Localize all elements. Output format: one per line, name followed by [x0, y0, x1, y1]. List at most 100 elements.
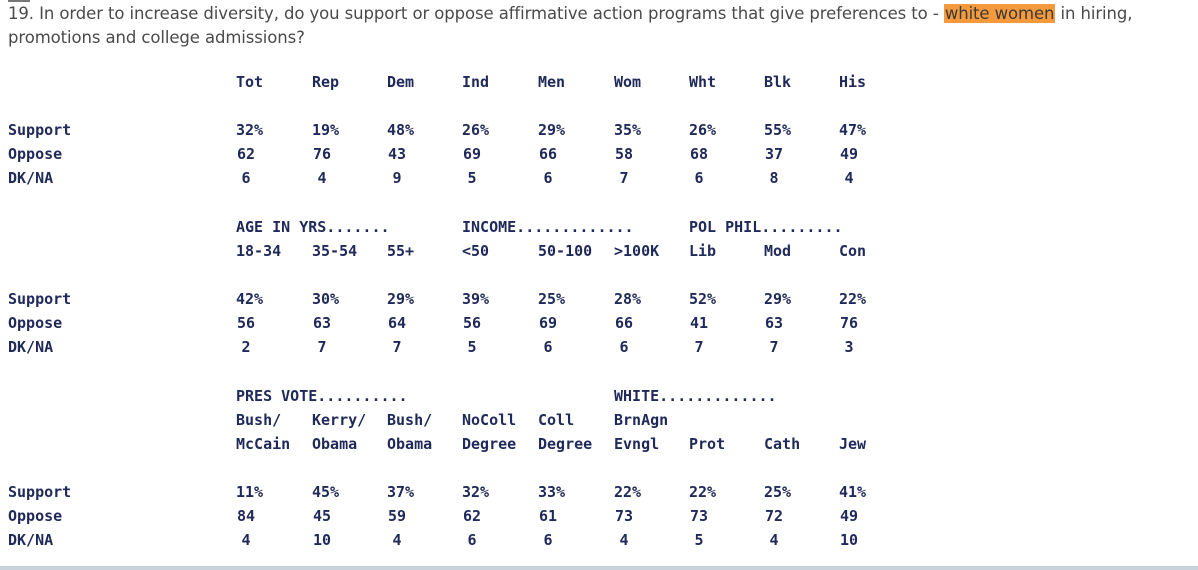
- table-cell: 76: [839, 314, 859, 332]
- table-cell: 45: [312, 507, 332, 525]
- column-header: Ind: [462, 73, 490, 91]
- column-header: Wom: [614, 73, 642, 91]
- table-cell: 37: [764, 145, 784, 163]
- table-cell: 73: [689, 507, 709, 525]
- table-cell: 7: [392, 338, 402, 356]
- table-cell: 6: [467, 531, 477, 549]
- table-cell: 42%: [236, 290, 264, 308]
- row-label: Oppose: [8, 314, 63, 332]
- table-cell: 66: [538, 145, 558, 163]
- column-header: Men: [538, 73, 566, 91]
- table-cell: 9: [392, 169, 402, 187]
- column-header: Evngl: [614, 435, 660, 453]
- column-header: NoColl: [462, 411, 517, 429]
- table-cell: 61: [538, 507, 558, 525]
- table-cell: 26%: [689, 121, 717, 139]
- table-cell: 29%: [538, 121, 566, 139]
- table-cell: 5: [694, 531, 704, 549]
- column-header: Bush/: [387, 411, 433, 429]
- table-cell: 19%: [312, 121, 340, 139]
- table-cell: 6: [241, 169, 251, 187]
- column-header: Tot: [236, 73, 264, 91]
- table-cell: 73: [614, 507, 634, 525]
- group-header: WHITE.............: [614, 387, 777, 405]
- column-header: 35-54: [312, 242, 358, 260]
- table-cell: 28%: [614, 290, 642, 308]
- top-divider: [8, 0, 30, 2]
- table-cell: 26%: [462, 121, 490, 139]
- question-body-end: in hiring, promotions and college admiss…: [8, 4, 1133, 47]
- row-label: DK/NA: [8, 531, 54, 549]
- row-label: Support: [8, 483, 72, 501]
- question-text: 19. In order to increase diversity, do y…: [8, 2, 1194, 50]
- table-cell: 39%: [462, 290, 490, 308]
- table-cell: 22%: [689, 483, 717, 501]
- highlighted-phrase: white women: [943, 4, 1056, 23]
- table-cell: 47%: [839, 121, 867, 139]
- table-cell: 63: [312, 314, 332, 332]
- table-cell: 64: [387, 314, 407, 332]
- table-cell: 29%: [764, 290, 792, 308]
- table-cell: 4: [619, 531, 629, 549]
- table-cell: 33%: [538, 483, 566, 501]
- row-label: DK/NA: [8, 338, 54, 356]
- table-cell: 58: [614, 145, 634, 163]
- row-label: Oppose: [8, 145, 63, 163]
- table-cell: 6: [543, 338, 553, 356]
- column-header: Prot: [689, 435, 726, 453]
- table-cell: 29%: [387, 290, 415, 308]
- column-header: Blk: [764, 73, 792, 91]
- table-cell: 69: [538, 314, 558, 332]
- column-header: BrnAgn: [614, 411, 669, 429]
- group-header: PRES VOTE..........: [236, 387, 408, 405]
- table-cell: 30%: [312, 290, 340, 308]
- column-header: Con: [839, 242, 867, 260]
- table-cell: 5: [467, 169, 477, 187]
- question-number: 19.: [8, 4, 34, 23]
- table-cell: 84: [236, 507, 256, 525]
- table-cell: 41%: [839, 483, 867, 501]
- table-cell: 6: [694, 169, 704, 187]
- table-cell: 32%: [236, 121, 264, 139]
- column-header: McCain: [236, 435, 291, 453]
- row-label: DK/NA: [8, 169, 54, 187]
- table-cell: 6: [543, 169, 553, 187]
- table-cell: 52%: [689, 290, 717, 308]
- table-cell: 8: [769, 169, 779, 187]
- table-cell: 62: [462, 507, 482, 525]
- table-cell: 63: [764, 314, 784, 332]
- table-cell: 48%: [387, 121, 415, 139]
- table-cell: 5: [467, 338, 477, 356]
- group-header: AGE IN YRS.......: [236, 218, 390, 236]
- row-label: Support: [8, 121, 72, 139]
- table-cell: 49: [839, 507, 859, 525]
- column-header: Wht: [689, 73, 717, 91]
- column-header: Obama: [312, 435, 358, 453]
- table-cell: 7: [317, 338, 327, 356]
- table-cell: 25%: [538, 290, 566, 308]
- column-header: Degree: [462, 435, 517, 453]
- column-header: Degree: [538, 435, 593, 453]
- table-cell: 22%: [839, 290, 867, 308]
- column-header: >100K: [614, 242, 660, 260]
- column-header: Dem: [387, 73, 415, 91]
- question-body: In order to increase diversity, do you s…: [39, 4, 939, 23]
- table-cell: 22%: [614, 483, 642, 501]
- row-label: Oppose: [8, 507, 63, 525]
- column-header: His: [839, 73, 867, 91]
- column-header: Cath: [764, 435, 801, 453]
- table-cell: 10: [839, 531, 859, 549]
- table-cell: 3: [844, 338, 854, 356]
- table-cell: 66: [614, 314, 634, 332]
- table-cell: 41: [689, 314, 709, 332]
- table-cell: 4: [317, 169, 327, 187]
- table-cell: 56: [462, 314, 482, 332]
- table-cell: 37%: [387, 483, 415, 501]
- table-cell: 35%: [614, 121, 642, 139]
- table-cell: 76: [312, 145, 332, 163]
- table-cell: 4: [769, 531, 779, 549]
- table-cell: 72: [764, 507, 784, 525]
- column-header: Jew: [839, 435, 867, 453]
- column-header: Coll: [538, 411, 575, 429]
